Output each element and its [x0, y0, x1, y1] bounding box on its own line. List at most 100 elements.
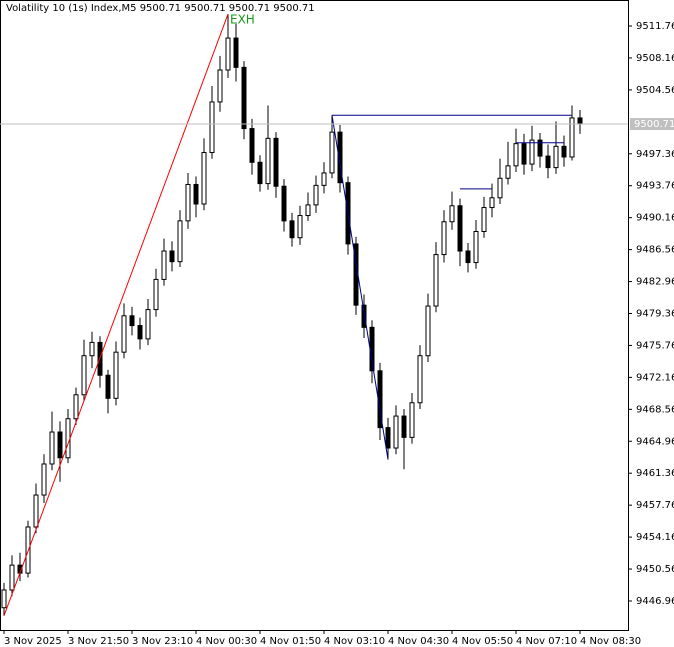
y-tick-label: 9454.16 [636, 532, 674, 543]
candle-body [529, 139, 535, 165]
candle-body [81, 355, 87, 396]
candle-body [425, 305, 431, 357]
candle-body [393, 415, 399, 449]
candle-body [561, 145, 567, 158]
candle-body [57, 431, 63, 459]
candle-body [9, 564, 15, 591]
y-tick-label: 9490.16 [636, 213, 674, 224]
x-tick-label: 4 Nov 07:10 [516, 636, 577, 647]
y-tick-label: 9486.56 [636, 245, 674, 256]
candle-body [265, 137, 271, 185]
candle-body [89, 341, 95, 357]
x-tick-label: 4 Nov 05:50 [452, 636, 513, 647]
x-tick-label: 4 Nov 01:50 [260, 636, 321, 647]
candle-body [41, 463, 47, 496]
plot-frame [0, 0, 629, 631]
candle-body [105, 374, 111, 399]
candle-body [273, 137, 279, 187]
price-label: 9500.71 [634, 119, 674, 130]
candle-body [1, 589, 7, 609]
candle-body [281, 185, 287, 222]
candle-body [401, 415, 407, 438]
candle-body [33, 494, 39, 528]
y-tick-label: 9472.16 [636, 372, 674, 383]
candle-body [537, 139, 543, 157]
overlay-line [3, 13, 229, 616]
candle-body [457, 205, 463, 252]
y-tick-label: 9479.36 [636, 308, 674, 319]
candle-body [129, 315, 135, 327]
candle-body [313, 184, 319, 206]
y-tick-label: 9504.56 [636, 85, 674, 96]
candle-body [417, 355, 423, 404]
y-tick-label: 9450.56 [636, 564, 674, 575]
candle-body [49, 431, 55, 465]
candle-body [513, 143, 519, 167]
x-tick-label: 4 Nov 03:10 [324, 636, 385, 647]
x-tick-label: 4 Nov 00:30 [196, 636, 257, 647]
candle-body [545, 155, 551, 169]
candle-body [225, 37, 231, 71]
candle-body [385, 427, 391, 449]
x-tick-label: 4 Nov 08:30 [580, 636, 641, 647]
x-tick-label: 3 Nov 23:10 [132, 636, 193, 647]
y-tick-label: 9468.56 [636, 404, 674, 415]
candle-body [553, 145, 559, 169]
candle-body [249, 128, 255, 163]
y-tick-label: 9508.16 [636, 53, 674, 64]
candle-body [577, 117, 583, 125]
y-tick-label: 9482.96 [636, 277, 674, 288]
candle-body [449, 205, 455, 223]
candle-body [73, 394, 79, 420]
candle-body [137, 325, 143, 340]
y-tick-label: 9457.76 [636, 500, 674, 511]
candle-body [473, 231, 479, 264]
y-tick-label: 9461.36 [636, 468, 674, 479]
candle-body [497, 177, 503, 199]
candle-body [465, 250, 471, 264]
candle-body [113, 351, 119, 399]
y-tick-label: 9475.76 [636, 340, 674, 351]
x-tick-label: 3 Nov 2025 [4, 636, 62, 647]
candle-body [201, 152, 207, 205]
candle-body [169, 250, 175, 263]
candle-body [337, 131, 343, 184]
candle-body [489, 197, 495, 209]
y-tick-label: 9446.96 [636, 596, 674, 607]
candle-body [217, 69, 223, 103]
candle-body [161, 250, 167, 280]
candle-body [193, 183, 199, 205]
candle-body [521, 143, 527, 165]
candle-body [409, 402, 415, 438]
y-tick-label: 9464.96 [636, 436, 674, 447]
overlay-line [331, 115, 389, 460]
x-tick-label: 4 Nov 04:30 [388, 636, 449, 647]
candle-body [305, 204, 311, 217]
x-tick-label: 3 Nov 21:50 [68, 636, 129, 647]
chart-title: Volatility 10 (1s) Index,M5 9500.71 9500… [6, 3, 315, 14]
candle-body [361, 304, 367, 328]
candle-body [257, 161, 263, 185]
candle-body [177, 220, 183, 263]
candle-body [289, 220, 295, 239]
candle-body [481, 207, 487, 233]
candle-body [209, 101, 215, 154]
candle-body [185, 183, 191, 222]
candle-body [121, 315, 127, 353]
candle-body [233, 37, 239, 68]
candle-body [569, 117, 575, 158]
candle-body [153, 278, 159, 311]
y-tick-label: 9511.76 [636, 21, 674, 32]
y-tick-label: 9493.76 [636, 181, 674, 192]
price-label-box [630, 118, 674, 131]
candle-body [321, 172, 327, 186]
annotation: EXH [230, 13, 255, 27]
candle-body [145, 309, 151, 340]
candle-body [329, 131, 335, 174]
candle-body [241, 66, 247, 130]
y-tick-label: 9497.36 [636, 149, 674, 160]
candle-body [297, 215, 303, 239]
candle-body [65, 418, 71, 459]
candle-body [441, 221, 447, 256]
